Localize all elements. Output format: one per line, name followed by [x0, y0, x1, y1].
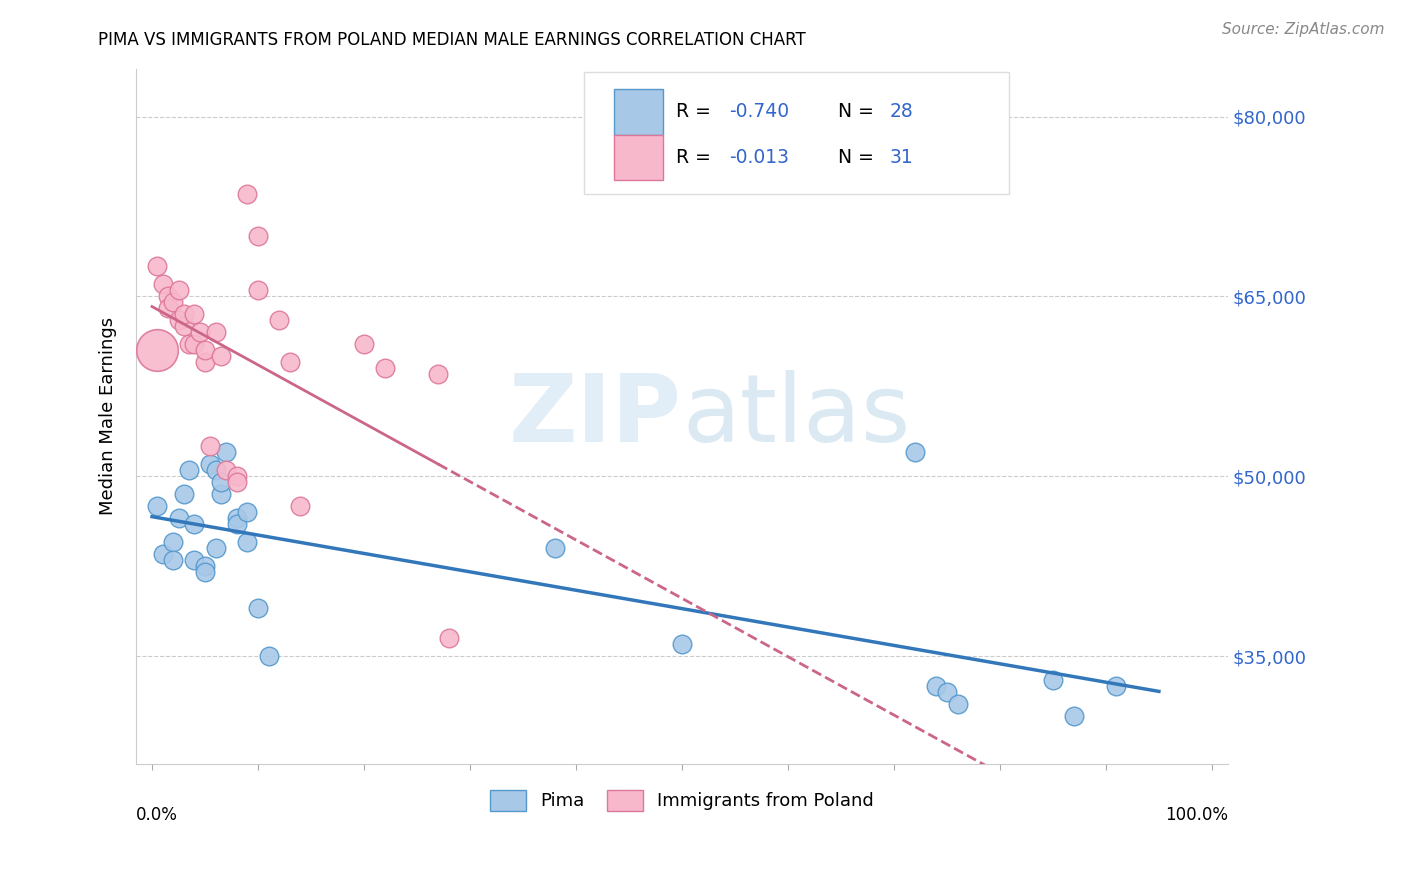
Point: [209, 475, 232, 490]
Point: [269, 313, 291, 327]
Point: [173, 308, 195, 322]
Point: [225, 517, 247, 532]
Text: 31: 31: [890, 148, 912, 167]
FancyBboxPatch shape: [614, 135, 664, 180]
Text: atlas: atlas: [682, 370, 910, 462]
Point: [200, 458, 222, 472]
Point: [183, 337, 205, 351]
Point: [156, 301, 179, 316]
Point: [204, 326, 226, 340]
Point: [194, 343, 217, 358]
Point: [225, 511, 247, 525]
Point: [188, 326, 211, 340]
FancyBboxPatch shape: [614, 89, 664, 135]
Text: 28: 28: [890, 103, 912, 121]
Point: [935, 685, 957, 699]
Point: [290, 500, 312, 514]
Point: [236, 187, 259, 202]
Point: [183, 308, 205, 322]
Text: ZIP: ZIP: [509, 370, 682, 462]
Point: [146, 500, 169, 514]
Point: [152, 277, 174, 292]
FancyBboxPatch shape: [583, 72, 1010, 194]
Point: [173, 487, 195, 501]
Text: N =: N =: [838, 148, 880, 167]
Point: [353, 337, 375, 351]
Point: [671, 637, 693, 651]
Point: [156, 289, 179, 303]
Text: R =: R =: [676, 148, 717, 167]
Point: [183, 517, 205, 532]
Point: [278, 355, 301, 369]
Text: Source: ZipAtlas.com: Source: ZipAtlas.com: [1222, 22, 1385, 37]
Text: -0.740: -0.740: [728, 103, 789, 121]
Point: [162, 553, 184, 567]
Point: [225, 475, 247, 490]
Point: [209, 350, 232, 364]
Point: [257, 649, 280, 664]
Point: [194, 355, 217, 369]
Point: [236, 505, 259, 519]
Point: [1042, 673, 1064, 688]
Text: -0.013: -0.013: [728, 148, 789, 167]
Point: [246, 229, 269, 244]
Point: [946, 698, 969, 712]
Point: [167, 313, 190, 327]
Point: [246, 601, 269, 615]
Point: [236, 535, 259, 549]
Point: [204, 463, 226, 477]
Point: [146, 343, 169, 358]
Point: [152, 547, 174, 561]
Point: [177, 463, 200, 477]
Point: [544, 541, 567, 556]
Y-axis label: Median Male Earnings: Median Male Earnings: [100, 318, 117, 516]
Point: [204, 541, 226, 556]
Point: [225, 469, 247, 483]
Point: [1063, 709, 1085, 723]
Point: [167, 511, 190, 525]
Point: [374, 361, 396, 376]
Point: [167, 284, 190, 298]
Text: N =: N =: [838, 103, 880, 121]
Point: [209, 487, 232, 501]
Point: [427, 368, 450, 382]
Point: [194, 566, 217, 580]
Point: [194, 559, 217, 574]
Point: [246, 284, 269, 298]
Text: PIMA VS IMMIGRANTS FROM POLAND MEDIAN MALE EARNINGS CORRELATION CHART: PIMA VS IMMIGRANTS FROM POLAND MEDIAN MA…: [98, 31, 806, 49]
Point: [146, 260, 169, 274]
Point: [162, 535, 184, 549]
Point: [437, 632, 460, 646]
Text: 0.0%: 0.0%: [136, 806, 179, 824]
Point: [173, 319, 195, 334]
Point: [1105, 679, 1128, 693]
Legend: Pima, Immigrants from Poland: Pima, Immigrants from Poland: [482, 782, 882, 818]
Point: [162, 295, 184, 310]
Point: [904, 445, 927, 459]
Text: R =: R =: [676, 103, 717, 121]
Point: [215, 445, 238, 459]
Point: [200, 439, 222, 453]
Point: [177, 337, 200, 351]
Point: [925, 679, 948, 693]
Point: [215, 463, 238, 477]
Point: [183, 553, 205, 567]
Text: 100.0%: 100.0%: [1164, 806, 1227, 824]
